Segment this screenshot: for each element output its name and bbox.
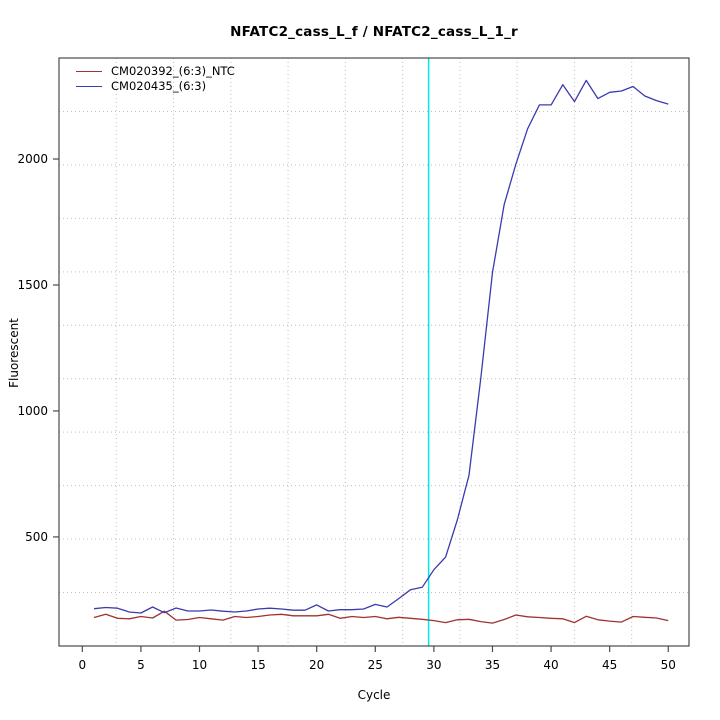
y-axis-title: Fluorescent	[7, 318, 21, 388]
x-axis-tick-label: 35	[485, 658, 500, 672]
x-axis-title: Cycle	[357, 688, 391, 702]
y-axis-tick-label: 1000	[17, 404, 48, 418]
plot-border	[58, 57, 690, 647]
y-axis-tick-label: 500	[25, 530, 48, 544]
x-axis-tick-label: 25	[368, 658, 383, 672]
x-axis-tick-label: 10	[192, 658, 207, 672]
y-axis-tick-label: 1500	[17, 278, 48, 292]
x-axis-tick-label: 40	[543, 658, 558, 672]
legend-label-ntc: CM020392_(6:3)_NTC	[111, 64, 235, 78]
x-axis-tick-label: 30	[426, 658, 441, 672]
x-axis-tick-label: 0	[79, 658, 87, 672]
x-axis-tick-label: 20	[309, 658, 324, 672]
chart-title: NFATC2_cass_L_f / NFATC2_cass_L_1_r	[230, 24, 518, 40]
legend-line-swatch-sample	[76, 86, 102, 87]
x-axis-tick-label: 45	[602, 658, 617, 672]
legend: CM020392_(6:3)_NTC CM020435_(6:3)	[76, 64, 235, 94]
series-line-ntc	[93, 610, 669, 624]
legend-item-sample: CM020435_(6:3)	[76, 79, 235, 94]
x-axis-tick-label: 15	[250, 658, 265, 672]
x-axis-tick-label: 50	[661, 658, 676, 672]
y-axis-tick-label: 2000	[17, 152, 48, 166]
legend-item-ntc: CM020392_(6:3)_NTC	[76, 64, 235, 79]
series-line-sample	[93, 79, 669, 614]
legend-line-swatch-ntc	[76, 71, 102, 72]
legend-label-sample: CM020435_(6:3)	[111, 79, 207, 93]
x-axis-tick-label: 5	[137, 658, 145, 672]
